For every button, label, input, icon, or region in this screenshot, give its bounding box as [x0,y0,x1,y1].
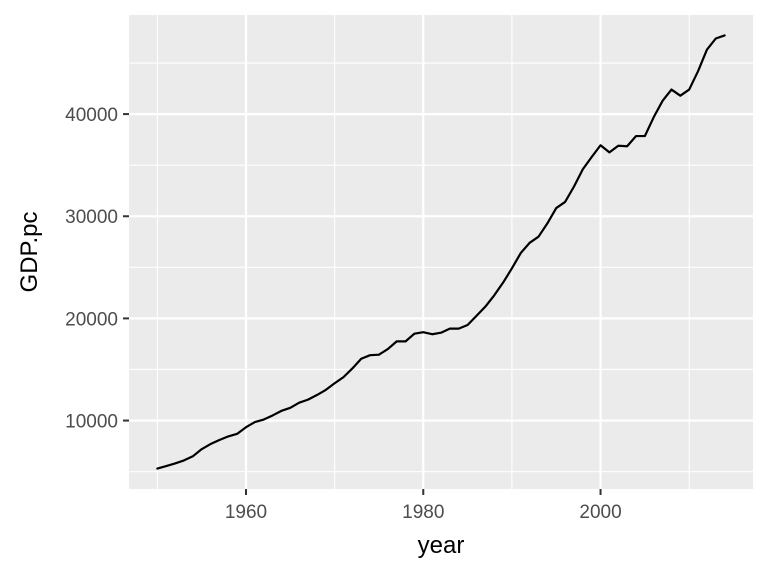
y-axis-ticks: 10000 20000 30000 40000 [65,105,129,433]
minor-gridlines [129,15,753,489]
y-tick-label: 20000 [65,309,118,330]
major-gridlines [129,15,753,489]
x-axis-ticks: 1960 1980 2000 [225,489,622,523]
y-axis-title: GDP.pc [16,212,43,293]
y-tick-label: 40000 [65,105,118,126]
gdp-pc-series-line [156,34,726,470]
plot-panel [129,15,753,489]
x-axis-title: year [418,532,465,559]
y-tick-label: 30000 [65,207,118,228]
x-tick-label: 1960 [225,502,267,523]
x-tick-label: 1980 [402,502,444,523]
series-group [156,34,726,470]
y-tick-label: 10000 [65,412,118,433]
x-tick-label: 2000 [579,502,621,523]
